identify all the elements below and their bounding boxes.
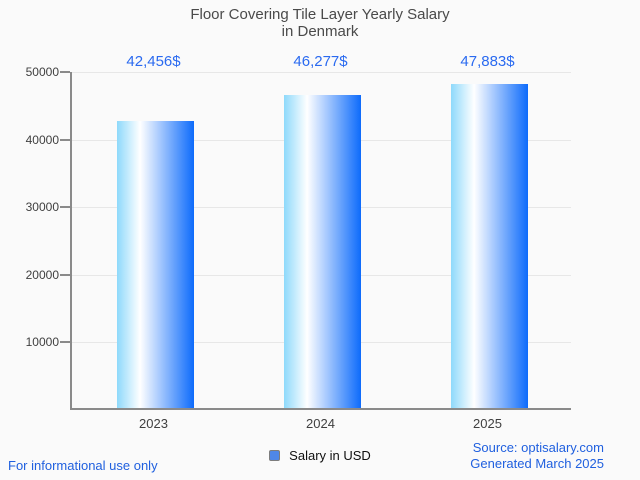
value-label-2025: 47,883$: [460, 53, 515, 70]
bar-2025[interactable]: [451, 84, 528, 408]
x-axis-labels: 2023 2024 2025: [70, 416, 571, 432]
y-axis-label-40000: 40000: [25, 132, 59, 147]
chart-title-line1: Floor Covering Tile Layer Yearly Salary: [190, 6, 450, 23]
y-axis-label-20000: 20000: [25, 267, 59, 282]
y-tick-40000: [60, 138, 70, 141]
legend-item-salary-in-usd[interactable]: Salary in USD: [0, 446, 640, 464]
value-labels-row: 42,456$ 46,277$ 47,883$: [70, 53, 571, 73]
bar-2023[interactable]: [117, 121, 194, 408]
chart-title: Floor Covering Tile Layer Yearly Salary …: [0, 6, 640, 40]
y-tick-10000: [60, 341, 70, 344]
x-axis-label-2024: 2024: [306, 416, 335, 431]
chart-title-line2: in Denmark: [281, 23, 359, 40]
generated-date: Generated March 2025: [470, 456, 604, 471]
source-info: Source: optisalary.com Generated March 2…: [470, 440, 604, 472]
value-label-2024: 46,277$: [293, 53, 348, 70]
y-axis-label-10000: 10000: [25, 335, 59, 350]
gridline-50000: [72, 72, 571, 73]
y-axis-label-30000: 30000: [25, 200, 59, 215]
plot-area: [60, 71, 571, 410]
disclaimer-text: For informational use only: [8, 458, 158, 473]
legend-marker-icon: [269, 449, 281, 461]
x-axis-label-2023: 2023: [139, 416, 168, 431]
y-tick-50000: [60, 71, 70, 73]
y-axis-labels: 10000 20000 30000 40000 50000: [0, 65, 59, 410]
legend-label: Salary in USD: [289, 447, 371, 463]
y-axis-label-50000: 50000: [25, 65, 59, 79]
source-link[interactable]: Source: optisalary.com: [472, 440, 604, 455]
bar-2024[interactable]: [284, 95, 361, 408]
value-label-2023: 42,456$: [126, 53, 181, 70]
x-axis-label-2025: 2025: [473, 416, 502, 431]
y-tick-30000: [60, 206, 70, 209]
y-tick-20000: [60, 273, 70, 276]
